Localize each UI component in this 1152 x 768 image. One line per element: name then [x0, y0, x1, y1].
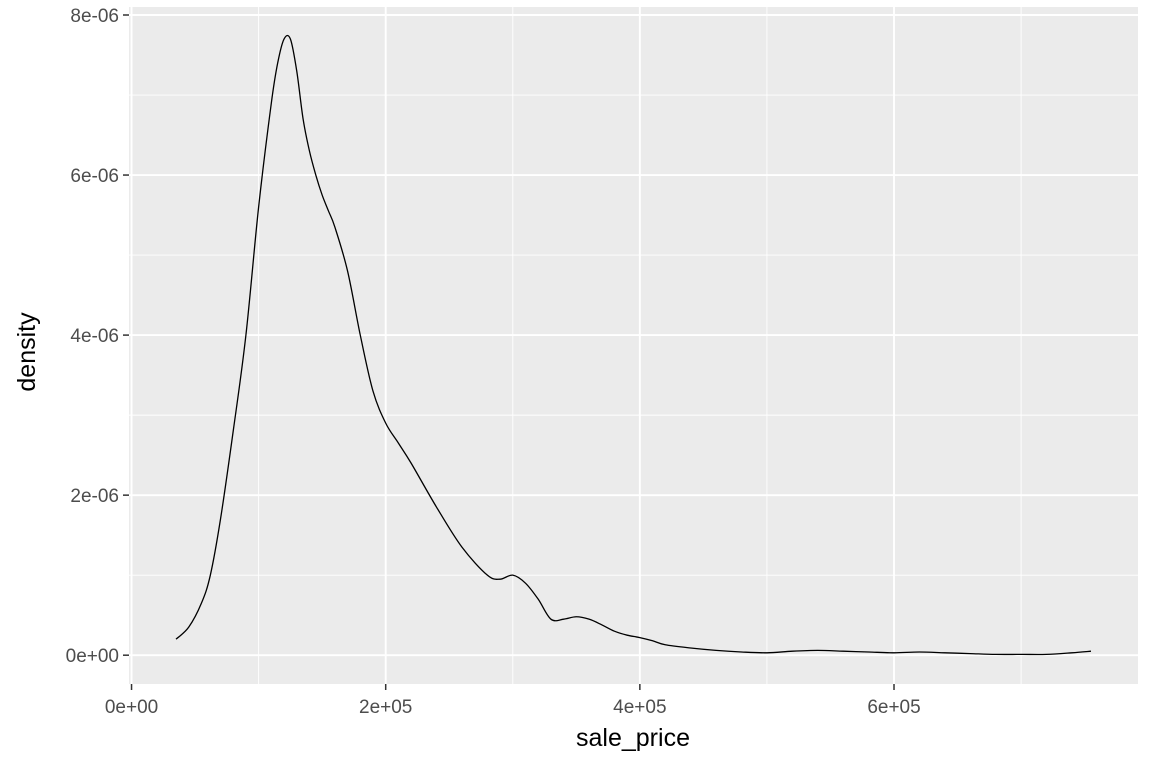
- y-tick-label: 6e-06: [70, 166, 119, 187]
- x-axis: 0e+00 2e+05 4e+05 6e+05: [105, 684, 921, 718]
- y-tick-label: 4e-06: [70, 326, 119, 347]
- x-tick-label: 2e+05: [359, 697, 412, 718]
- plot-panel: [129, 7, 1138, 684]
- y-axis: 0e+00 2e-06 4e-06 6e-06 8e-06: [66, 6, 129, 667]
- major-gridlines: [129, 7, 1138, 684]
- y-axis-title: density: [13, 312, 41, 392]
- y-tick-label: 2e-06: [70, 486, 119, 507]
- x-tick-label: 6e+05: [867, 697, 920, 718]
- x-tick-label: 4e+05: [613, 697, 666, 718]
- x-axis-title: sale_price: [576, 724, 690, 752]
- density-curve: [175, 34, 1092, 656]
- y-tick-label: 8e-06: [70, 6, 119, 27]
- y-tick-label: 0e+00: [66, 646, 119, 667]
- minor-gridlines: [129, 7, 1138, 684]
- x-tick-label: 0e+00: [105, 697, 158, 718]
